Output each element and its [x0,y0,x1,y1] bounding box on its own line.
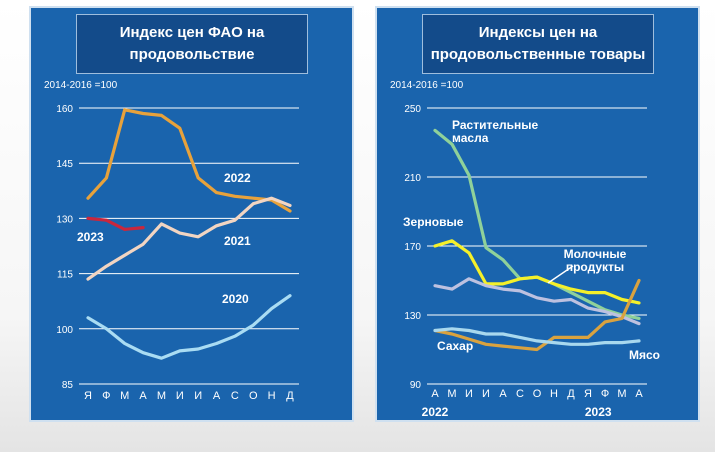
series-line-2 [433,277,641,326]
y-tick-label: 250 [404,104,421,115]
series-label: Молочные [564,247,627,261]
food-price-index-panel: Индекс цен ФАО на продовольствие 2014-20… [29,6,354,422]
series-label: Сахар [437,339,473,353]
series-label: Мясо [629,348,660,362]
y-tick-label: 130 [56,214,73,225]
panel-title-line1: Индекс цен ФАО на [119,24,265,41]
x-tick-label: Я [584,388,592,400]
y-tick-label: 115 [57,270,73,281]
x-tick-label: С [231,390,239,402]
x-tick-label: И [194,390,202,402]
year-label: 2022 [422,405,449,419]
annotation-pointer [547,265,574,284]
x-tick-label: Я [84,390,92,402]
x-tick-label: И [465,388,473,400]
x-tick-label: А [431,388,439,400]
series-line-0 [433,128,641,320]
x-tick-label: Ф [601,388,609,400]
x-tick-label: Н [268,390,276,402]
y-tick-label: 160 [56,104,73,115]
panel-title-line1: Индексы цен на [478,24,598,41]
y-tick-label: 130 [404,311,421,322]
y-tick-label: 90 [410,380,422,391]
x-tick-label: М [447,388,456,400]
series-label: продукты [566,260,624,274]
x-tick-label: А [213,390,221,402]
series-line-0 [86,108,292,213]
y-tick-label: 210 [404,173,421,184]
year-label: 2023 [585,405,612,419]
series-label: 2021 [224,234,251,248]
x-tick-label: И [176,390,184,402]
panel-title-box: Индексы цен на продовольственные товары [422,14,654,74]
y-tick-label: 170 [404,242,421,253]
y-tick-label: 100 [56,325,73,336]
x-tick-label: А [635,388,643,400]
series-label: Зерновые [403,215,464,229]
x-tick-label: О [249,390,258,402]
panel-title-line2: продовольствие [129,46,255,63]
base-period-label: 2014-2016 =100 [44,80,118,91]
base-period-label: 2014-2016 =100 [390,80,464,91]
series-label: 2020 [222,292,249,306]
x-tick-label: А [499,388,507,400]
series-label: 2022 [224,171,251,185]
series-line-1 [86,196,292,281]
x-tick-label: Д [286,390,294,402]
x-tick-label: Н [550,388,558,400]
commodity-price-indices-panel: Индексы цен на продовольственные товары … [375,6,700,422]
series-line-4 [433,327,641,346]
x-tick-label: М [617,388,626,400]
x-tick-label: С [516,388,524,400]
y-tick-label: 145 [56,159,73,170]
x-tick-label: Ф [102,390,110,402]
series-label: масла [452,131,489,145]
series-label: Растительные [452,118,538,132]
y-tick-label: 85 [62,380,74,391]
panel-title-box: Индекс цен ФАО на продовольствие [76,14,308,74]
x-tick-label: Д [567,388,575,400]
series-line-2 [86,294,292,360]
panel-title-line2: продовольственные товары [430,46,646,63]
series-label: 2023 [77,230,104,244]
series-line-3 [86,216,145,231]
series-line-3 [433,278,641,352]
x-tick-label: А [139,390,147,402]
x-tick-label: О [533,388,542,400]
x-tick-label: М [120,390,129,402]
x-tick-label: И [482,388,490,400]
series-line-1 [433,239,641,305]
x-tick-label: М [157,390,166,402]
